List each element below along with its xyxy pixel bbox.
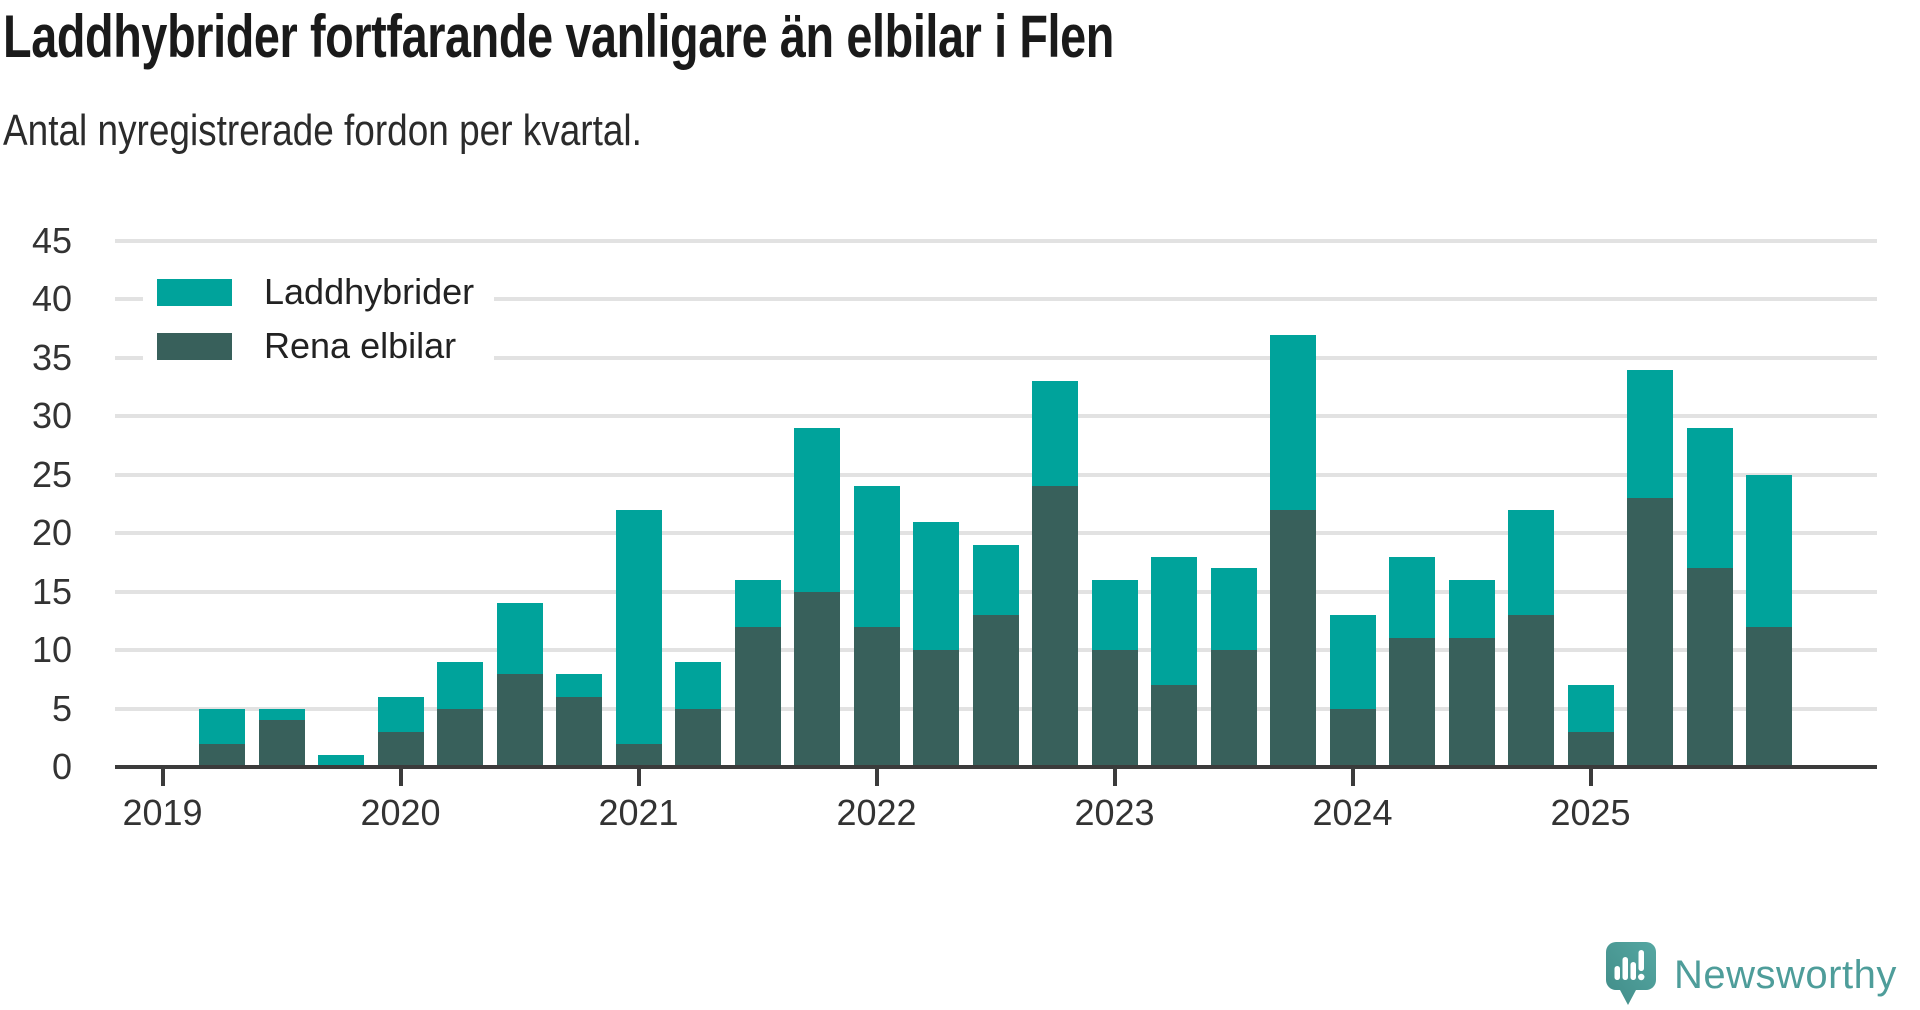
- bar-segment-rena-elbilar: [853, 626, 900, 767]
- bar-segment-laddhybrider: [437, 661, 483, 709]
- legend-item-rena-elbilar: Rena elbilar: [157, 325, 474, 367]
- y-axis-tick-label: 20: [31, 512, 72, 554]
- plot-area: Laddhybrider Rena elbilar 2019 2020 2021 20…: [115, 239, 1877, 833]
- newsworthy-brand-text: Newsworthy: [1674, 953, 1897, 997]
- bar-segment-laddhybrider: [1627, 369, 1673, 499]
- bar-segment-laddhybrider: [1151, 556, 1197, 686]
- bar-segment-rena-elbilar: [1329, 708, 1376, 767]
- legend-item-laddhybrider: Laddhybrider: [157, 271, 474, 313]
- x-axis-year-label: 2021: [598, 792, 679, 833]
- x-axis-year-label: 2022: [836, 792, 917, 833]
- legend-swatch-rena-elbilar: [157, 332, 232, 360]
- x-axis-year-label: 2020: [360, 792, 441, 833]
- bar-segment-rena-elbilar: [1567, 731, 1614, 767]
- bar-segment-laddhybrider: [675, 661, 721, 709]
- x-axis-tick: [1588, 769, 1593, 786]
- y-axis-tick-label: 25: [31, 453, 72, 495]
- bar-segment-laddhybrider: [496, 603, 543, 674]
- y-axis-tick-label: 0: [51, 746, 72, 787]
- bar-segment-laddhybrider: [1389, 556, 1435, 639]
- chart-title: Laddhybrider fortfarande vanligare än el…: [3, 3, 1114, 70]
- bar-segment-laddhybrider: [318, 755, 364, 767]
- y-axis-tick-label: 45: [31, 220, 72, 261]
- bar-segment-laddhybrider: [258, 708, 305, 721]
- bar-segment-rena-elbilar: [377, 731, 424, 767]
- gridline: [115, 297, 1877, 302]
- bar-segment-laddhybrider: [1567, 685, 1614, 732]
- newsworthy-logo-icon: [1606, 942, 1656, 1005]
- bar-segment-rena-elbilar: [1389, 638, 1435, 767]
- bar-segment-rena-elbilar: [258, 720, 305, 767]
- bar-segment-rena-elbilar: [1151, 685, 1197, 767]
- chart-subtitle: Antal nyregistrerade fordon per kvartal.: [3, 106, 642, 155]
- bar-segment-laddhybrider: [1091, 580, 1138, 651]
- bar-segment-rena-elbilar: [615, 743, 662, 767]
- x-axis-tick: [398, 769, 403, 786]
- y-axis-tick-label: 5: [51, 687, 72, 729]
- bar-segment-rena-elbilar: [1032, 486, 1078, 767]
- bar-segment-rena-elbilar: [675, 708, 721, 767]
- bar-segment-rena-elbilar: [913, 650, 959, 767]
- bar-segment-laddhybrider: [853, 486, 900, 627]
- legend-label-laddhybrider: Laddhybrider: [264, 271, 475, 312]
- bar-segment-rena-elbilar: [199, 743, 245, 767]
- bar-segment-laddhybrider: [972, 544, 1019, 616]
- x-axis-tick: [1112, 769, 1117, 786]
- bar-segment-laddhybrider: [1210, 568, 1257, 651]
- bar-segment-laddhybrider: [1686, 428, 1733, 569]
- bar-segment-rena-elbilar: [734, 626, 781, 767]
- bar-segment-rena-elbilar: [1746, 626, 1792, 767]
- legend: Laddhybrider Rena elbilar: [143, 263, 495, 377]
- x-axis-tick: [874, 769, 879, 786]
- bar-segment-laddhybrider: [734, 579, 781, 627]
- gridline: [115, 355, 1877, 360]
- newsworthy-logo[interactable]: Newsworthy: [1606, 942, 1897, 1008]
- bar-segment-rena-elbilar: [556, 696, 602, 767]
- x-axis-year-label: 2019: [122, 792, 203, 833]
- bar-segment-rena-elbilar: [1686, 568, 1733, 767]
- y-axis-tick-label: 35: [31, 336, 72, 378]
- gridline: [115, 239, 1877, 243]
- bar-segment-laddhybrider: [913, 521, 959, 651]
- bar-segment-rena-elbilar: [972, 615, 1019, 767]
- x-axis-year-label: 2025: [1550, 792, 1631, 833]
- gridline: [115, 414, 1877, 419]
- bar-segment-laddhybrider: [615, 509, 662, 744]
- gridline: [115, 531, 1877, 536]
- bar-segment-laddhybrider: [1746, 474, 1792, 627]
- bar-segment-laddhybrider: [1508, 509, 1554, 616]
- bar-segment-rena-elbilar: [1270, 509, 1316, 767]
- bar-segment-laddhybrider: [1270, 334, 1316, 510]
- bar-segment-laddhybrider: [556, 673, 602, 697]
- legend-swatch-laddhybrider: [157, 278, 232, 306]
- bar-segment-rena-elbilar: [1508, 615, 1554, 767]
- bar-segment-rena-elbilar: [1627, 498, 1673, 767]
- legend-label-rena-elbilar: Rena elbilar: [264, 325, 457, 366]
- x-axis-line: [115, 765, 1877, 769]
- x-axis-year-label: 2023: [1074, 792, 1155, 833]
- bar-segment-rena-elbilar: [437, 708, 483, 767]
- y-axis-tick-label: 30: [31, 395, 72, 437]
- x-axis-tick: [160, 769, 165, 786]
- bar-segment-laddhybrider: [794, 428, 840, 592]
- y-axis-tick-label: 40: [31, 278, 72, 320]
- y-axis-tick-label: 10: [31, 629, 72, 671]
- bar-segment-laddhybrider: [377, 696, 424, 732]
- bar-segment-laddhybrider: [1032, 381, 1078, 487]
- bar-segment-laddhybrider: [1329, 615, 1376, 709]
- bar-segment-laddhybrider: [199, 708, 245, 744]
- x-axis-tick: [636, 769, 641, 786]
- bar-segment-rena-elbilar: [1448, 638, 1495, 767]
- bar-segment-rena-elbilar: [794, 591, 840, 767]
- bar-segment-rena-elbilar: [1210, 650, 1257, 767]
- bar-segment-rena-elbilar: [1091, 650, 1138, 767]
- gridline: [115, 472, 1877, 477]
- x-axis-year-label: 2024: [1312, 792, 1393, 833]
- bar-segment-rena-elbilar: [496, 673, 543, 767]
- y-axis-tick-label: 15: [31, 570, 72, 612]
- bar-segment-laddhybrider: [1448, 580, 1495, 639]
- y-axis: 0 5 10 15 20 25 30 35 40 45: [0, 221, 72, 787]
- x-axis-tick: [1350, 769, 1355, 786]
